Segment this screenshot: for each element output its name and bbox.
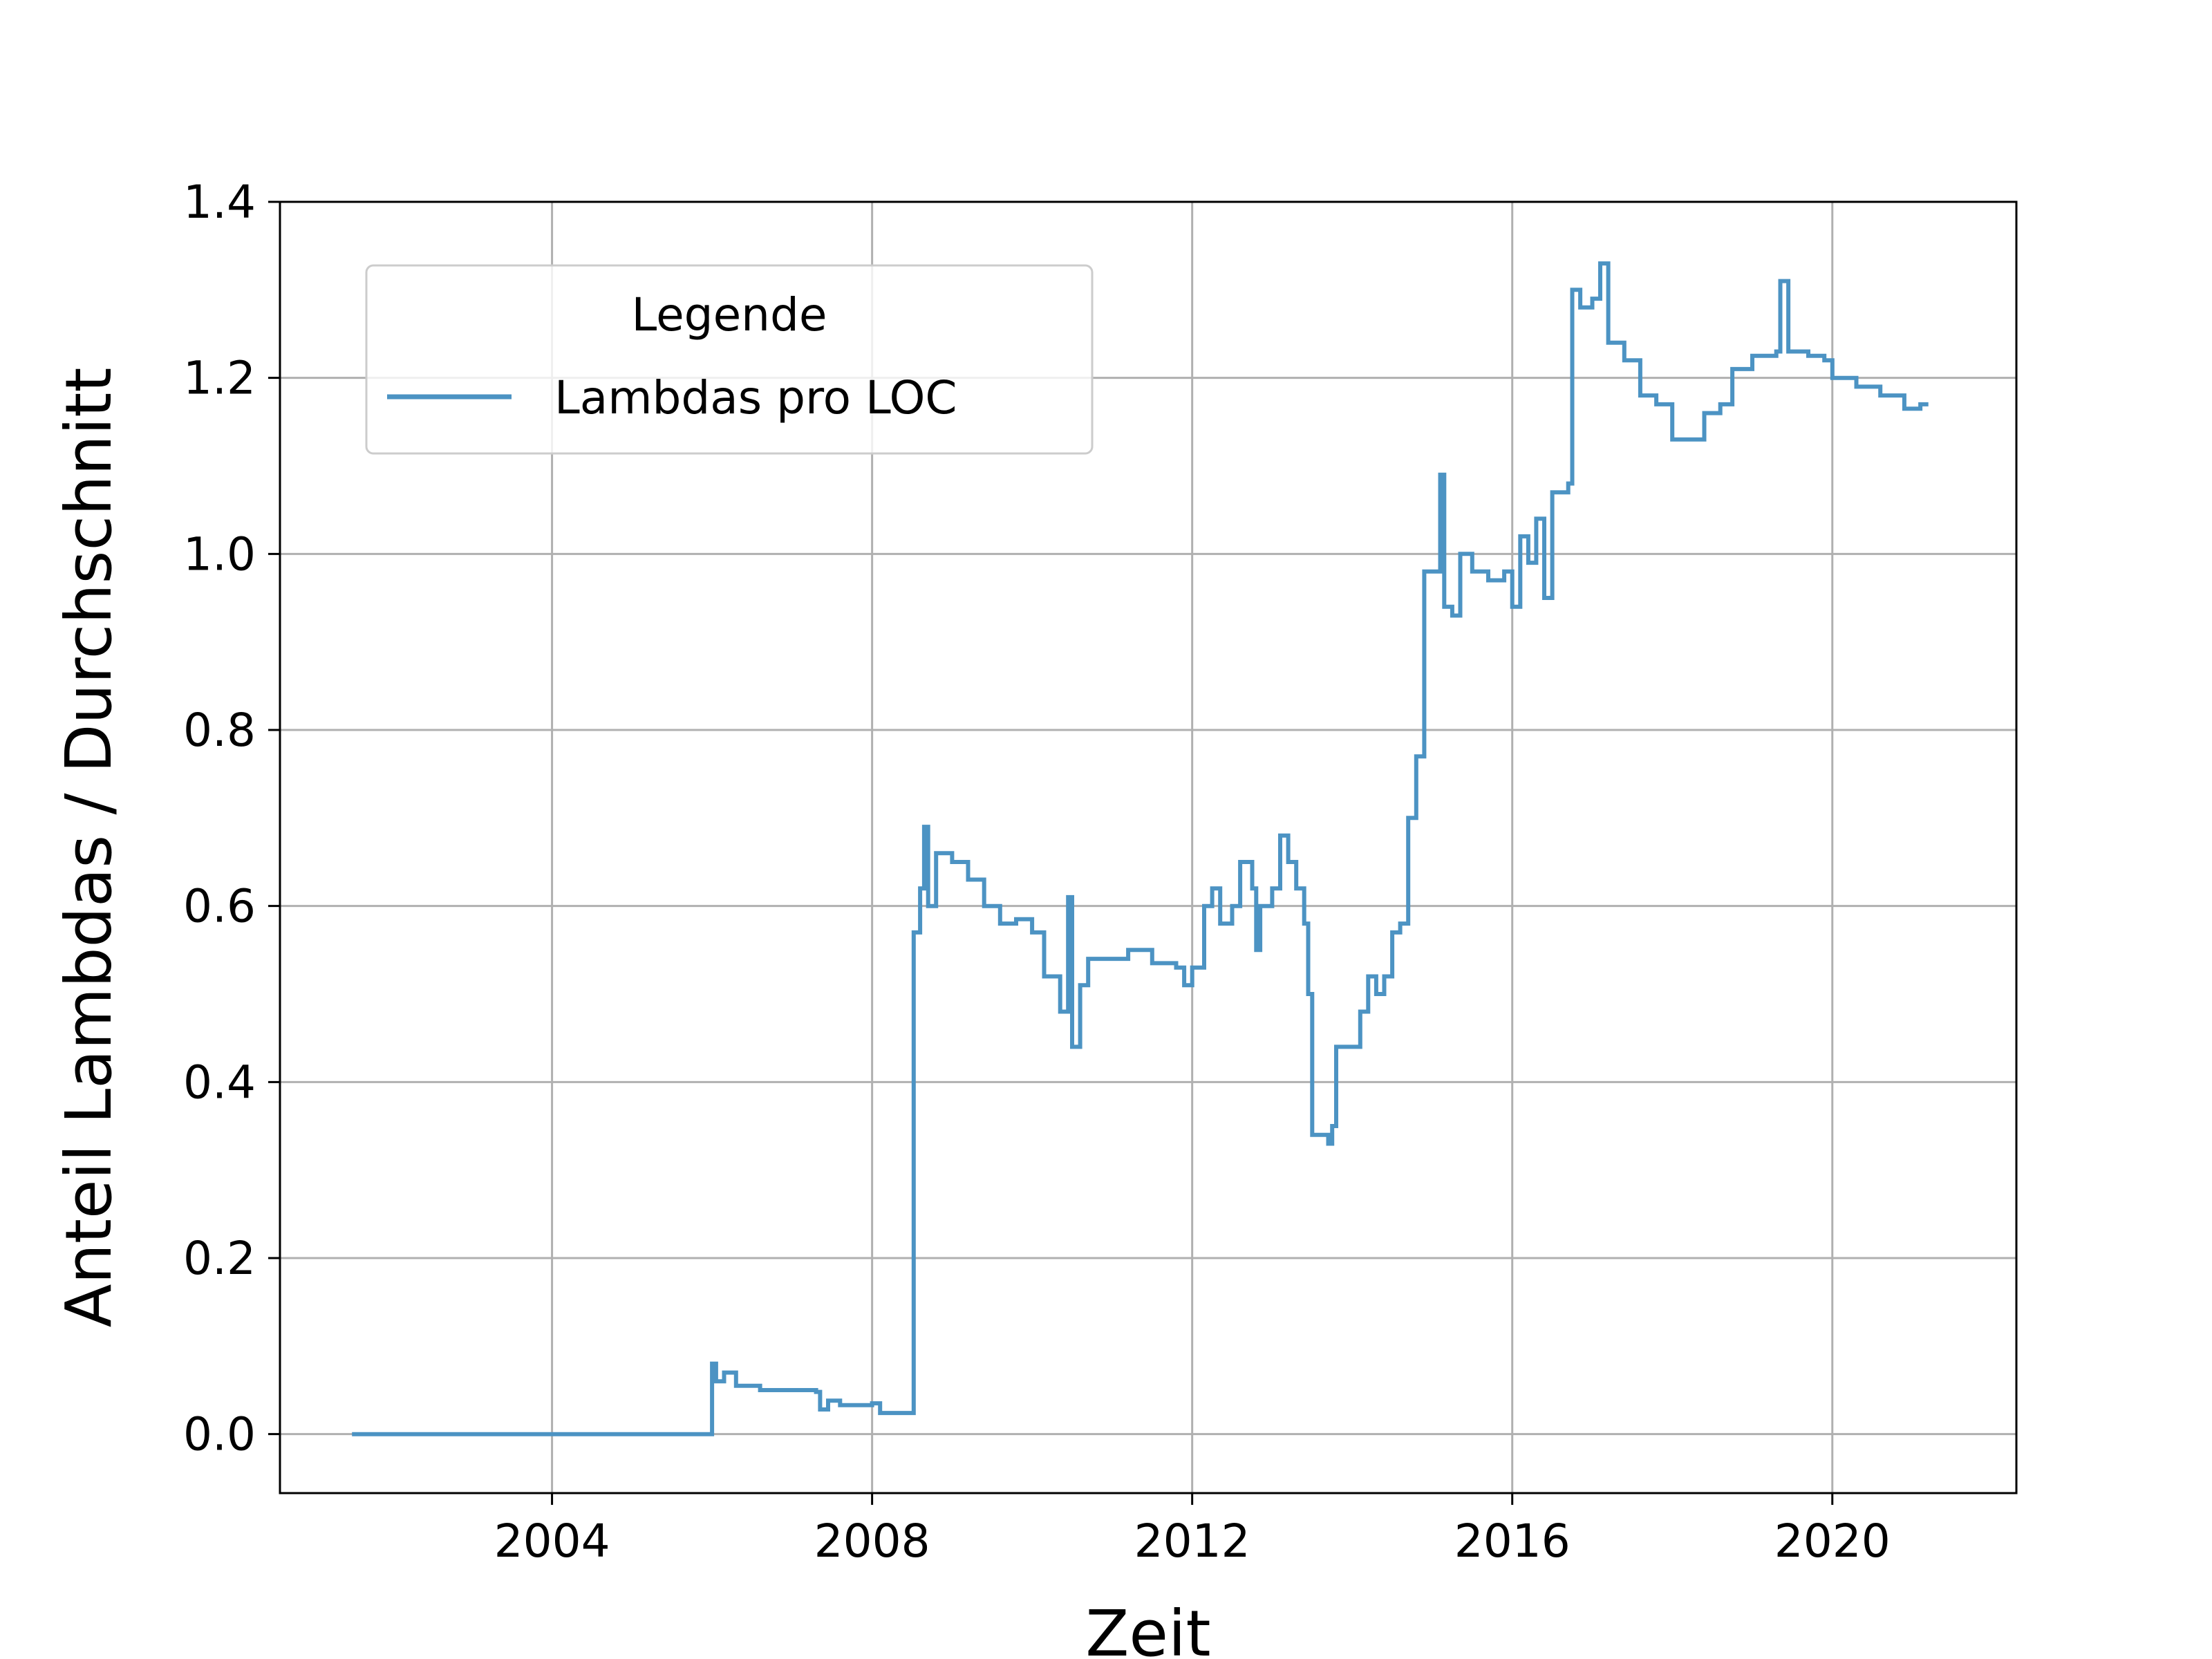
legend-box [365, 264, 1094, 455]
series-line-lambdas-pro-loc [352, 261, 1929, 1436]
legend: Legende Lambdas pro LOC [365, 264, 1094, 455]
y-tick-label: 0.2 [183, 1232, 256, 1285]
y-axis-ticks: 0.0 0.2 0.4 0.6 0.8 1.0 1.2 1.4 [183, 176, 280, 1461]
y-tick-label: 0.0 [183, 1408, 256, 1461]
x-tick-label: 2004 [494, 1515, 610, 1568]
legend-title: Legende [631, 288, 827, 341]
y-tick-label: 1.0 [183, 527, 256, 581]
y-axis-label: Anteil Lambdas / Durchschnitt [52, 368, 126, 1328]
y-tick-label: 0.6 [183, 880, 256, 933]
x-tick-label: 2012 [1134, 1515, 1250, 1568]
plot-frame [279, 200, 2018, 1494]
legend-entry-label: Lambdas pro LOC [554, 371, 957, 424]
y-tick-label: 0.4 [183, 1056, 256, 1109]
y-tick-label: 0.8 [183, 704, 256, 757]
x-axis-ticks: 2004 2008 2012 2016 2020 [494, 1493, 1891, 1568]
x-tick-label: 2016 [1454, 1515, 1571, 1568]
y-tick-label: 1.4 [183, 176, 256, 229]
y-tick-label: 1.2 [183, 352, 256, 405]
x-axis-label: Zeit [1085, 1597, 1210, 1659]
x-tick-label: 2008 [814, 1515, 930, 1568]
x-tick-label: 2020 [1774, 1515, 1891, 1568]
series-layer [352, 261, 1929, 1436]
